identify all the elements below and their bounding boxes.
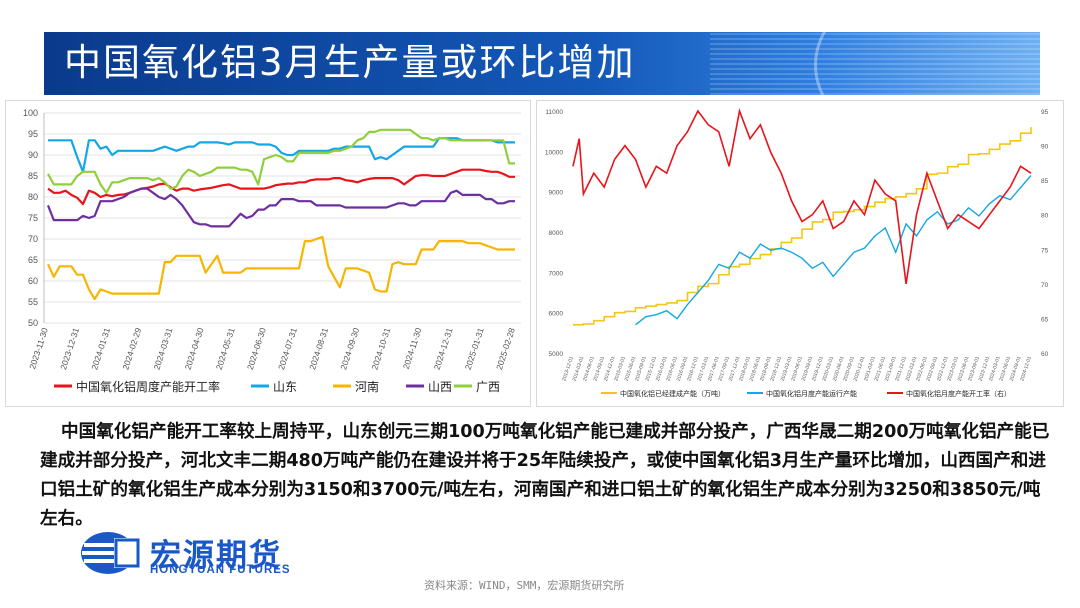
right-chart: 5000 6000 7000 8000 9000 10000 11000 60 65 70 75 80… (545, 108, 1049, 398)
y-left-tick-label: 7000 (549, 270, 564, 277)
left-chart: 50 55 60 65 70 75 80 85 90 95 100 2023-11-30 2023-12… (23, 108, 521, 394)
y-left-tick-label: 8000 (549, 230, 564, 237)
y-left-tick-label: 9000 (549, 190, 564, 197)
y-tick-label: 60 (28, 276, 38, 286)
x-tick-label: 2024-09-30 (338, 326, 361, 371)
series-line (572, 108, 1032, 285)
series-line (573, 127, 1032, 326)
series-line (48, 137, 515, 173)
y-right-tick-label: 85 (1041, 178, 1049, 185)
legend-label: 广西 (476, 380, 500, 394)
banner-curve (814, 32, 1040, 95)
series-line (635, 175, 1032, 326)
y-left-tick-label: 5000 (549, 351, 564, 358)
legend-label: 山东 (273, 380, 297, 394)
series-line (47, 128, 515, 194)
y-left-tick-label: 11000 (545, 109, 563, 116)
legend-label: 河南 (355, 379, 379, 394)
x-tick-label: 2024-04-30 (183, 326, 206, 371)
x-tick-label: 2024-08-31 (307, 326, 330, 371)
legend-label: 中国氧化铝周度产能开工率 (76, 379, 220, 394)
y-tick-label: 55 (28, 297, 38, 307)
logo-english-name: HONGYUAN FUTURES (150, 564, 291, 576)
x-tick-label: 2024-02-29 (120, 326, 143, 371)
y-left-tick-label: 6000 (549, 311, 564, 318)
y-tick-label: 65 (28, 255, 38, 265)
y-tick-label: 70 (28, 234, 38, 244)
y-right-tick-label: 95 (1041, 109, 1049, 116)
y-right-tick-label: 65 (1041, 316, 1049, 323)
x-tick-label: 2024-11-30 (401, 326, 424, 370)
x-tick-label: 2024-01-31 (89, 326, 112, 371)
title-banner: 中国氧化铝3月生产量或环比增加 (44, 32, 1040, 95)
x-tick-label: 2023-12-31 (58, 326, 81, 371)
logo-mark-icon (81, 532, 140, 574)
y-right-tick-label: 70 (1041, 282, 1049, 289)
legend-label: 山西 (428, 380, 452, 394)
y-right-tick-label: 60 (1041, 351, 1049, 358)
y-tick-label: 50 (28, 318, 38, 328)
y-right-tick-label: 90 (1041, 144, 1049, 151)
y-right-tick-label: 80 (1041, 213, 1049, 220)
y-tick-label: 95 (28, 129, 38, 139)
logo-chinese-name: 宏源期货 (150, 538, 282, 574)
series-line (46, 187, 515, 228)
x-tick-label: 2024-12-31 (432, 326, 455, 371)
x-tick-label: 2024-06-30 (245, 326, 268, 371)
x-tick-label: 2024-10-31 (369, 326, 392, 371)
y-right-tick-label: 75 (1041, 247, 1049, 254)
series-line (47, 235, 515, 301)
y-tick-label: 80 (28, 192, 38, 202)
analysis-paragraph: 中国氧化铝产能开工率较上周持平，山东创元三期100万吨氧化铝产能已建成并部分投产… (40, 422, 1050, 529)
y-tick-label: 90 (28, 150, 38, 160)
legend-label: 中国氧化铝已经建成产能（万吨） (620, 389, 725, 398)
x-tick-label: 2024-07-31 (276, 326, 299, 371)
y-tick-label: 100 (23, 108, 38, 118)
legend-label: 中国氧化铝月度产能运行产能 (766, 389, 857, 398)
y-tick-label: 75 (28, 213, 38, 223)
right-chart-panel: 5000 6000 7000 8000 9000 10000 11000 60 65 70 75 80… (536, 100, 1064, 407)
y-left-tick-label: 10000 (545, 149, 563, 156)
data-source-note: 资料来源：WIND，SMM，宏源期货研究所 (424, 579, 625, 592)
company-logo: 宏源期货 HONGYUAN FUTURES (80, 530, 320, 578)
series-line (47, 168, 515, 206)
x-tick-label: 2025-02-28 (494, 326, 517, 371)
y-tick-label: 85 (28, 171, 38, 181)
legend-label: 中国氧化铝月度产能开工率（右） (906, 389, 1011, 398)
page-title: 中国氧化铝3月生产量或环比增加 (64, 41, 636, 84)
x-tick-label: 2024-03-31 (151, 326, 174, 371)
x-tick-label: 2025-01-31 (463, 326, 486, 371)
x-tick-label: 2023-11-30 (27, 326, 50, 370)
x-tick-label: 2024-05-31 (214, 326, 237, 371)
left-chart-panel: 50 55 60 65 70 75 80 85 90 95 100 2023-11-30 2023-12… (5, 100, 531, 407)
